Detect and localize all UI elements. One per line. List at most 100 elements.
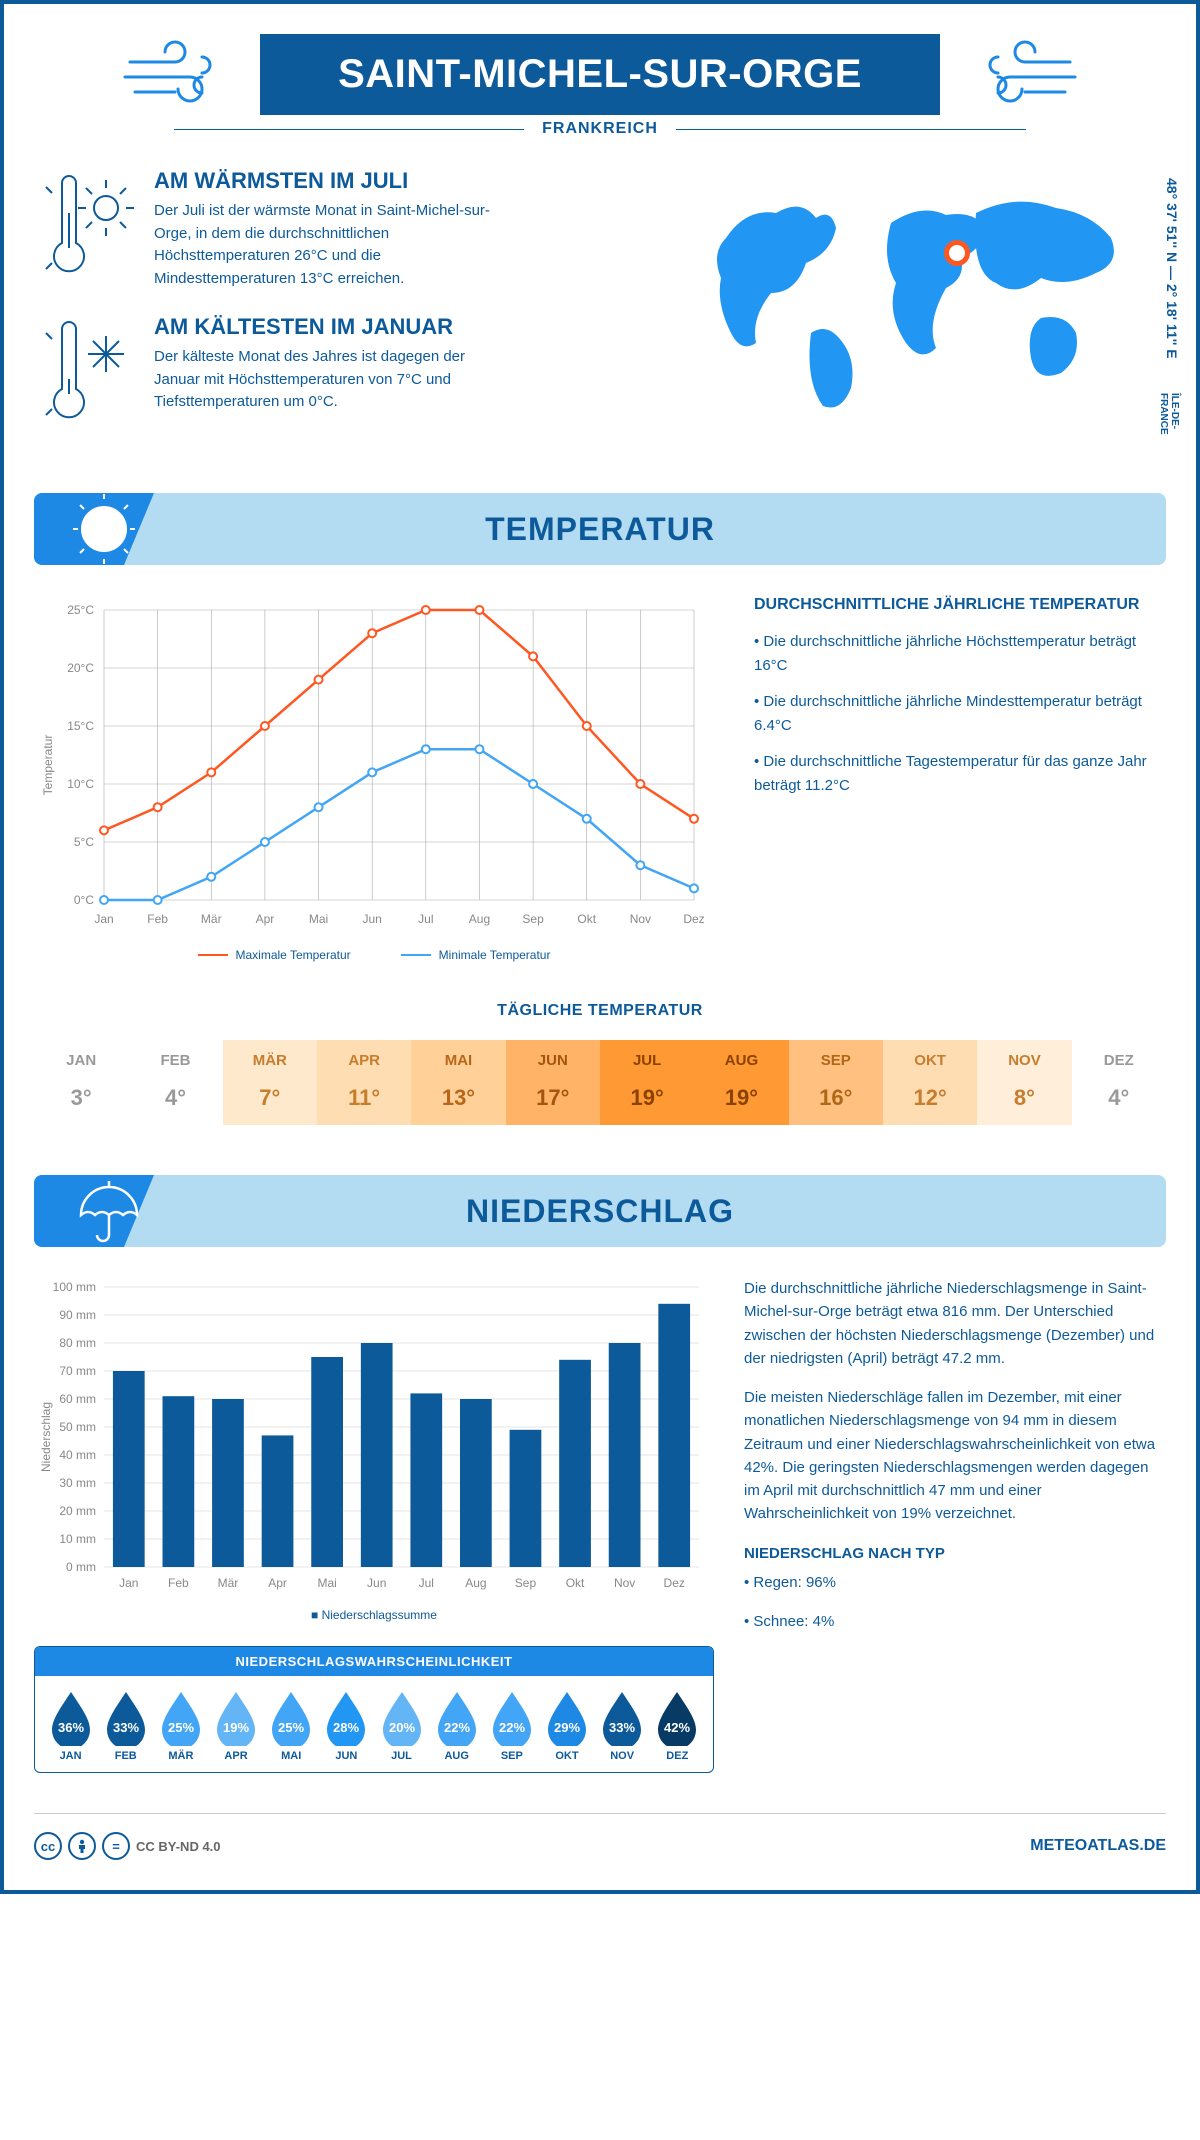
probability-drop: 20%JUL bbox=[377, 1690, 427, 1762]
region-label: ÎLE-DE-FRANCE bbox=[1158, 393, 1180, 453]
site-label: METEOATLAS.DE bbox=[1030, 1837, 1166, 1855]
daily-temp-cell: FEB4° bbox=[128, 1040, 222, 1125]
probability-drop: 29%OKT bbox=[542, 1690, 592, 1762]
wind-icon-left bbox=[120, 37, 230, 112]
svg-text:Jan: Jan bbox=[119, 1576, 138, 1590]
svg-text:90 mm: 90 mm bbox=[59, 1308, 96, 1322]
temp-info-heading: DURCHSCHNITTLICHE JÄHRLICHE TEMPERATUR bbox=[754, 595, 1166, 616]
svg-text:28%: 28% bbox=[333, 1720, 359, 1735]
svg-text:33%: 33% bbox=[609, 1720, 635, 1735]
legend-max-label: Maximale Temperatur bbox=[236, 948, 351, 962]
svg-text:Nov: Nov bbox=[614, 1576, 635, 1590]
thermometer-sun-icon bbox=[34, 168, 134, 290]
svg-text:Okt: Okt bbox=[577, 912, 596, 926]
svg-text:10 mm: 10 mm bbox=[59, 1532, 96, 1546]
svg-text:Niederschlag: Niederschlag bbox=[39, 1402, 53, 1472]
precipitation-bar-chart: 0 mm10 mm20 mm30 mm40 mm50 mm60 mm70 mm8… bbox=[34, 1277, 714, 1622]
daily-temp-cell: DEZ4° bbox=[1072, 1040, 1166, 1125]
probability-drop: 19%APR bbox=[211, 1690, 261, 1762]
svg-text:Mär: Mär bbox=[218, 1576, 239, 1590]
daily-temp-cell: AUG19° bbox=[694, 1040, 788, 1125]
svg-text:60 mm: 60 mm bbox=[59, 1392, 96, 1406]
subtitle-bar: FRANKREICH bbox=[34, 120, 1166, 138]
svg-text:Aug: Aug bbox=[469, 912, 490, 926]
daily-temp-cell: APR11° bbox=[317, 1040, 411, 1125]
svg-text:Jun: Jun bbox=[367, 1576, 386, 1590]
svg-text:Mai: Mai bbox=[317, 1576, 336, 1590]
svg-text:100 mm: 100 mm bbox=[53, 1280, 96, 1294]
daily-temperature-table: JAN3°FEB4°MÄR7°APR11°MAI13°JUN17°JUL19°A… bbox=[34, 1040, 1166, 1125]
title-box: SAINT-MICHEL-SUR-ORGE bbox=[260, 34, 940, 115]
daily-temp-cell: MÄR7° bbox=[223, 1040, 317, 1125]
section-title-precipitation: NIEDERSCHLAG bbox=[466, 1193, 734, 1230]
probability-drop: 22%SEP bbox=[487, 1690, 537, 1762]
svg-text:Jun: Jun bbox=[363, 912, 382, 926]
svg-text:Jan: Jan bbox=[94, 912, 113, 926]
svg-text:0°C: 0°C bbox=[74, 893, 94, 907]
probability-drop: 42%DEZ bbox=[652, 1690, 702, 1762]
svg-text:50 mm: 50 mm bbox=[59, 1420, 96, 1434]
probability-drop: 25%MAI bbox=[266, 1690, 316, 1762]
svg-text:Aug: Aug bbox=[465, 1576, 486, 1590]
precip-type-heading: NIEDERSCHLAG NACH TYP bbox=[744, 1542, 1166, 1565]
fact-coldest: AM KÄLTESTEN IM JANUAR Der kälteste Mona… bbox=[34, 314, 666, 429]
svg-text:Mär: Mär bbox=[201, 912, 222, 926]
svg-text:33%: 33% bbox=[113, 1720, 139, 1735]
svg-text:20 mm: 20 mm bbox=[59, 1504, 96, 1518]
facts-column: AM WÄRMSTEN IM JULI Der Juli ist der wär… bbox=[34, 168, 666, 453]
svg-text:70 mm: 70 mm bbox=[59, 1364, 96, 1378]
svg-text:Temperatur: Temperatur bbox=[41, 735, 55, 796]
svg-text:0 mm: 0 mm bbox=[66, 1560, 96, 1574]
probability-drop: 36%JAN bbox=[46, 1690, 96, 1762]
precip-info-p2: Die meisten Niederschläge fallen im Deze… bbox=[744, 1386, 1166, 1526]
fact-coldest-title: AM KÄLTESTEN IM JANUAR bbox=[154, 314, 514, 340]
legend-min-label: Minimale Temperatur bbox=[439, 948, 551, 962]
svg-text:Jul: Jul bbox=[419, 1576, 434, 1590]
svg-text:Okt: Okt bbox=[566, 1576, 585, 1590]
temperature-line-chart: 0°C5°C10°C15°C20°C25°CJanFebMärAprMaiJun… bbox=[34, 595, 714, 962]
cc-icon: cc bbox=[34, 1832, 62, 1860]
svg-text:10°C: 10°C bbox=[67, 777, 94, 791]
daily-temp-cell: JUN17° bbox=[506, 1040, 600, 1125]
svg-text:Nov: Nov bbox=[630, 912, 651, 926]
temp-info-b1: • Die durchschnittliche jährliche Höchst… bbox=[754, 630, 1166, 678]
svg-text:Sep: Sep bbox=[515, 1576, 537, 1590]
wind-icon-right bbox=[970, 37, 1080, 112]
svg-text:19%: 19% bbox=[223, 1720, 249, 1735]
daily-temp-cell: JAN3° bbox=[34, 1040, 128, 1125]
probability-drop: 33%NOV bbox=[597, 1690, 647, 1762]
daily-temp-cell: MAI13° bbox=[411, 1040, 505, 1125]
world-map: 48° 37' 51'' N — 2° 18' 11'' E ÎLE-DE-FR… bbox=[696, 168, 1166, 453]
section-banner-precipitation: NIEDERSCHLAG bbox=[34, 1175, 1166, 1247]
by-icon bbox=[68, 1832, 96, 1860]
section-banner-temperature: TEMPERATUR bbox=[34, 493, 1166, 565]
svg-text:Jul: Jul bbox=[418, 912, 433, 926]
svg-text:Feb: Feb bbox=[147, 912, 168, 926]
svg-text:25%: 25% bbox=[278, 1720, 304, 1735]
svg-text:Dez: Dez bbox=[664, 1576, 685, 1590]
probability-title: NIEDERSCHLAGSWAHRSCHEINLICHKEIT bbox=[35, 1647, 713, 1676]
svg-text:20°C: 20°C bbox=[67, 661, 94, 675]
precip-info-p1: Die durchschnittliche jährliche Niedersc… bbox=[744, 1277, 1166, 1370]
probability-drop: 25%MÄR bbox=[156, 1690, 206, 1762]
svg-text:15°C: 15°C bbox=[67, 719, 94, 733]
svg-text:40 mm: 40 mm bbox=[59, 1448, 96, 1462]
temp-info-b3: • Die durchschnittliche Tagestemperatur … bbox=[754, 750, 1166, 798]
sun-icon bbox=[69, 493, 139, 570]
probability-drop: 33%FEB bbox=[101, 1690, 151, 1762]
svg-text:Dez: Dez bbox=[683, 912, 704, 926]
precipitation-info: Die durchschnittliche jährliche Niedersc… bbox=[744, 1277, 1166, 1773]
daily-temp-cell: SEP16° bbox=[789, 1040, 883, 1125]
daily-temp-cell: NOV8° bbox=[977, 1040, 1071, 1125]
svg-text:29%: 29% bbox=[554, 1720, 580, 1735]
svg-text:25°C: 25°C bbox=[67, 603, 94, 617]
daily-temp-cell: OKT12° bbox=[883, 1040, 977, 1125]
license-label: CC BY-ND 4.0 bbox=[136, 1839, 221, 1854]
svg-text:30 mm: 30 mm bbox=[59, 1476, 96, 1490]
country-label: FRANKREICH bbox=[542, 120, 658, 138]
svg-text:22%: 22% bbox=[499, 1720, 525, 1735]
svg-text:Apr: Apr bbox=[268, 1576, 287, 1590]
fact-warmest-text: Der Juli ist der wärmste Monat in Saint-… bbox=[154, 200, 514, 290]
daily-temp-cell: JUL19° bbox=[600, 1040, 694, 1125]
precip-type2: • Schnee: 4% bbox=[744, 1610, 1166, 1633]
